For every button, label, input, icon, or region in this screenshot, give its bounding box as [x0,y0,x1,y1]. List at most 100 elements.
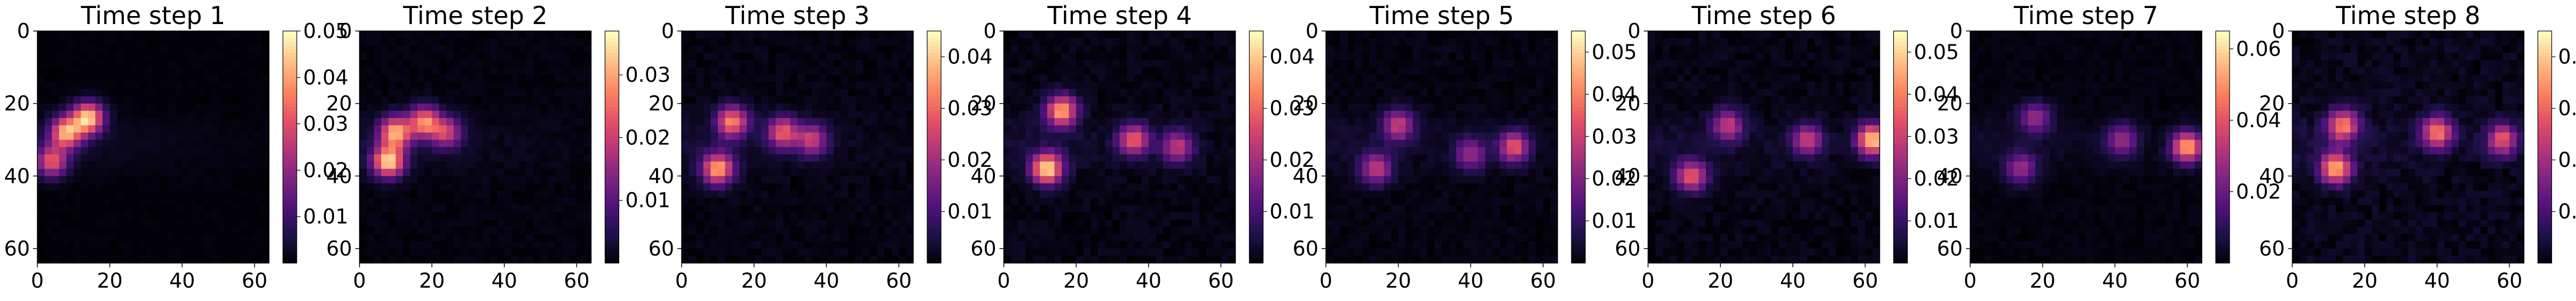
heatmap-cell [1420,60,1428,68]
heatmap-cell [898,197,906,205]
heatmap-cell [218,81,226,89]
heatmap-cell [1040,205,1048,213]
heatmap-cell [891,111,899,119]
heatmap-cell [1384,125,1392,133]
heatmap-cell [732,125,740,133]
heatmap-cell [117,256,125,264]
heatmap-cell [146,125,154,133]
heatmap-cell [102,219,110,227]
heatmap-cell [102,147,110,155]
heatmap-cell [689,168,697,176]
heatmap-cell [696,248,704,256]
heatmap-cell [562,154,570,162]
heatmap-cell [367,256,375,264]
heatmap-cell [424,154,432,162]
heatmap-cell [262,161,270,169]
heatmap-cell [146,248,154,256]
heatmap-cell [526,234,534,242]
heatmap-cell [95,176,103,184]
heatmap-cell [682,176,690,184]
heatmap-cell [703,74,711,82]
heatmap-cell [211,67,219,75]
heatmap-cell [489,103,497,111]
heatmap-cell [1228,161,1236,169]
heatmap-cell [1025,205,1033,213]
heatmap-cell [1340,132,1348,140]
heatmap-cell [569,161,577,169]
heatmap-cell [211,31,219,39]
heatmap-cell [548,45,556,53]
heatmap-cell [37,219,45,227]
heatmap-cell [833,256,841,264]
heatmap-cell [1032,183,1040,191]
heatmap-cell [682,103,690,111]
heatmap-cell [1355,60,1363,68]
heatmap-cell [367,38,375,46]
heatmap-cell [254,111,262,119]
heatmap-cell [1003,234,1012,242]
heatmap-cell [160,31,168,39]
heatmap-cell [1521,89,1529,97]
heatmap-cell [754,140,762,148]
heatmap-cell [717,38,725,46]
heatmap-cell [1105,60,1113,68]
heatmap-cell [81,256,89,264]
heatmap-cell [95,60,103,68]
heatmap-cell [562,125,570,133]
heatmap-cell [203,132,211,140]
heatmap-cell [804,125,812,133]
heatmap-cell [37,67,45,75]
heatmap-cell [1083,234,1091,242]
colorbar-segment [927,252,941,257]
heatmap-cell [1184,256,1192,264]
heatmap-cell [1163,45,1171,53]
heatmap-cell [461,176,469,184]
heatmap-cell [432,197,440,205]
heatmap-cell [1376,125,1384,133]
heatmap-cell [576,38,584,46]
heatmap-cell [153,111,161,119]
heatmap-cell [569,132,577,140]
heatmap-cell [826,74,834,82]
heatmap-cell [1170,241,1178,249]
heatmap-cell [1405,60,1413,68]
heatmap-cell [468,60,476,68]
heatmap-cell [1228,140,1236,148]
heatmap-cell [833,38,841,46]
heatmap-cell [1485,45,1493,53]
heatmap-cell [812,154,820,162]
heatmap-cell [1018,147,1026,155]
heatmap-cell [175,161,183,169]
heatmap-cell [381,154,389,162]
colorbar-segment [1249,125,1263,129]
heatmap-cell [1477,45,1485,53]
heatmap-cell [717,67,725,75]
heatmap-cell [1492,81,1500,89]
heatmap-cell [1213,31,1221,39]
heatmap-cell [1134,219,1142,227]
heatmap-cell [95,45,103,53]
heatmap-cell [1463,60,1471,68]
heatmap-cell [196,183,204,191]
colorbar-segment [1249,190,1263,195]
heatmap-cell [439,168,447,176]
heatmap-cell [548,183,556,191]
heatmap-cell [1485,118,1493,126]
colorbar-tick-label: 0.03 [1270,97,1315,120]
heatmap-cell [424,38,432,46]
heatmap-cell [1355,45,1363,53]
heatmap-cell [689,248,697,256]
heatmap-cell [439,176,447,184]
heatmap-cell [396,96,404,104]
heatmap-cell [1477,31,1485,39]
y-tick-label: 0 [661,19,674,43]
heatmap-cell [1134,147,1142,155]
heatmap-cell [1543,89,1551,97]
heatmap-cell [1492,96,1500,104]
heatmap-cell [540,125,548,133]
heatmap-cell [833,67,841,75]
heatmap-cell [367,74,375,82]
heatmap-cell [1543,74,1551,82]
heatmap-cell [504,147,512,155]
heatmap-cell [1340,140,1348,148]
